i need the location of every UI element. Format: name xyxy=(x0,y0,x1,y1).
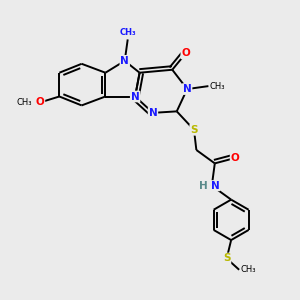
Text: CH₃: CH₃ xyxy=(209,82,225,91)
Text: N: N xyxy=(131,92,140,101)
Text: CH₃: CH₃ xyxy=(240,265,256,274)
Text: H: H xyxy=(199,181,207,191)
Text: N: N xyxy=(183,84,191,94)
Text: S: S xyxy=(190,125,198,135)
Text: O: O xyxy=(36,98,44,107)
Text: O: O xyxy=(181,48,190,59)
Text: S: S xyxy=(223,254,230,263)
Text: N: N xyxy=(120,56,129,66)
Text: O: O xyxy=(231,153,239,163)
Text: CH₃: CH₃ xyxy=(120,28,136,38)
Text: N: N xyxy=(148,108,157,118)
Text: N: N xyxy=(211,181,220,191)
Text: CH₃: CH₃ xyxy=(17,98,32,107)
